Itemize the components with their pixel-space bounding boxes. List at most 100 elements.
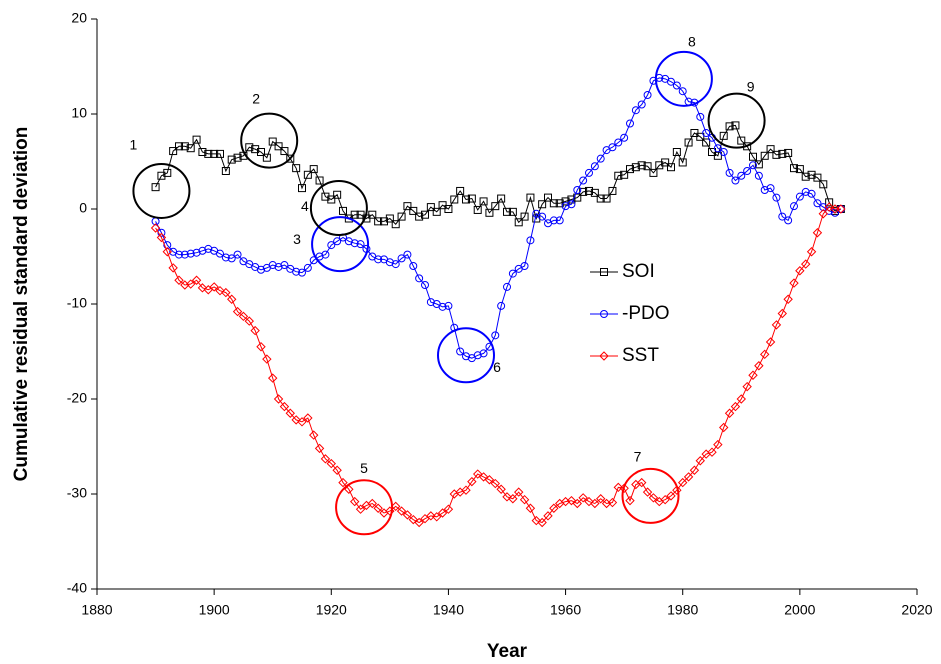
data-point	[766, 184, 775, 193]
data-point	[672, 148, 681, 156]
data-point	[163, 168, 172, 177]
data-point	[204, 244, 213, 253]
data-point	[409, 262, 418, 270]
annotation-circle	[132, 162, 191, 219]
data-point	[333, 237, 342, 246]
data-point	[544, 193, 552, 202]
data-point	[754, 361, 764, 371]
legend-label: SST	[622, 345, 659, 366]
data-point	[520, 212, 529, 221]
data-point	[795, 165, 804, 174]
data-point	[257, 265, 265, 274]
data-point	[461, 485, 471, 495]
data-point	[719, 422, 729, 433]
data-point	[626, 165, 634, 174]
data-point	[683, 472, 694, 482]
data-point	[169, 147, 178, 156]
data-point	[174, 275, 184, 285]
y-tick-label: 0	[79, 200, 87, 216]
data-point	[620, 133, 629, 142]
data-point	[204, 149, 213, 158]
data-point	[538, 212, 547, 221]
data-point	[462, 195, 470, 204]
data-point	[339, 206, 347, 215]
data-point	[321, 192, 330, 201]
data-point	[221, 287, 231, 298]
legend-marker	[600, 268, 608, 276]
data-point	[280, 147, 289, 156]
data-point	[350, 210, 359, 219]
data-point	[374, 217, 383, 226]
data-point	[156, 232, 167, 243]
data-point	[397, 212, 406, 221]
legend-marker	[600, 310, 608, 318]
data-point	[274, 262, 283, 271]
data-point	[754, 160, 763, 169]
data-point	[531, 515, 541, 526]
data-point	[473, 351, 482, 360]
data-point	[162, 247, 172, 257]
data-point	[684, 138, 693, 147]
data-point	[232, 306, 243, 317]
data-point	[766, 145, 775, 154]
data-point	[784, 148, 793, 157]
data-point	[760, 349, 770, 360]
data-point	[256, 342, 266, 352]
data-point	[626, 119, 634, 128]
data-point	[473, 469, 483, 479]
data-point	[415, 212, 424, 221]
data-point	[444, 205, 453, 213]
data-point	[344, 237, 353, 246]
data-point	[490, 478, 500, 489]
data-point	[320, 454, 331, 464]
data-point	[227, 294, 237, 304]
data-point	[801, 172, 810, 181]
data-point	[197, 283, 208, 293]
data-point	[737, 136, 746, 145]
series-line	[155, 77, 842, 359]
data-point	[678, 158, 687, 167]
data-point	[432, 207, 441, 216]
data-point	[725, 168, 734, 177]
data-point	[813, 173, 822, 182]
data-point	[567, 200, 576, 209]
data-point	[268, 137, 277, 146]
data-point	[368, 210, 377, 219]
data-point	[514, 487, 524, 497]
annotation-label: 3	[293, 231, 301, 247]
data-point	[233, 153, 242, 162]
data-point	[702, 138, 711, 147]
annotation-circle	[437, 327, 495, 384]
data-point	[813, 199, 822, 208]
data-point	[426, 511, 436, 521]
data-point	[438, 302, 447, 311]
data-point	[596, 494, 606, 504]
data-point	[163, 241, 172, 250]
data-point	[216, 249, 224, 258]
data-point	[291, 415, 301, 425]
data-point	[192, 248, 201, 257]
data-point	[772, 193, 781, 202]
data-point	[397, 254, 406, 263]
data-point	[432, 512, 442, 522]
data-point	[526, 236, 535, 245]
y-axis-title: Cumulative residual standard deviation	[11, 127, 32, 482]
data-point	[262, 354, 272, 364]
data-point	[350, 496, 360, 507]
data-point	[736, 394, 746, 404]
x-tick-label: 1900	[199, 602, 230, 618]
data-point	[367, 498, 377, 509]
data-point	[280, 261, 289, 270]
data-point	[643, 162, 652, 171]
data-point	[778, 149, 787, 158]
data-point	[462, 352, 470, 361]
data-point	[180, 142, 189, 151]
data-point	[631, 163, 640, 172]
data-point	[807, 170, 816, 179]
data-point	[478, 472, 489, 482]
x-tick-label: 2020	[901, 602, 932, 618]
data-point	[678, 477, 688, 488]
data-point	[572, 498, 582, 509]
data-point	[374, 255, 383, 264]
data-point	[719, 148, 728, 156]
